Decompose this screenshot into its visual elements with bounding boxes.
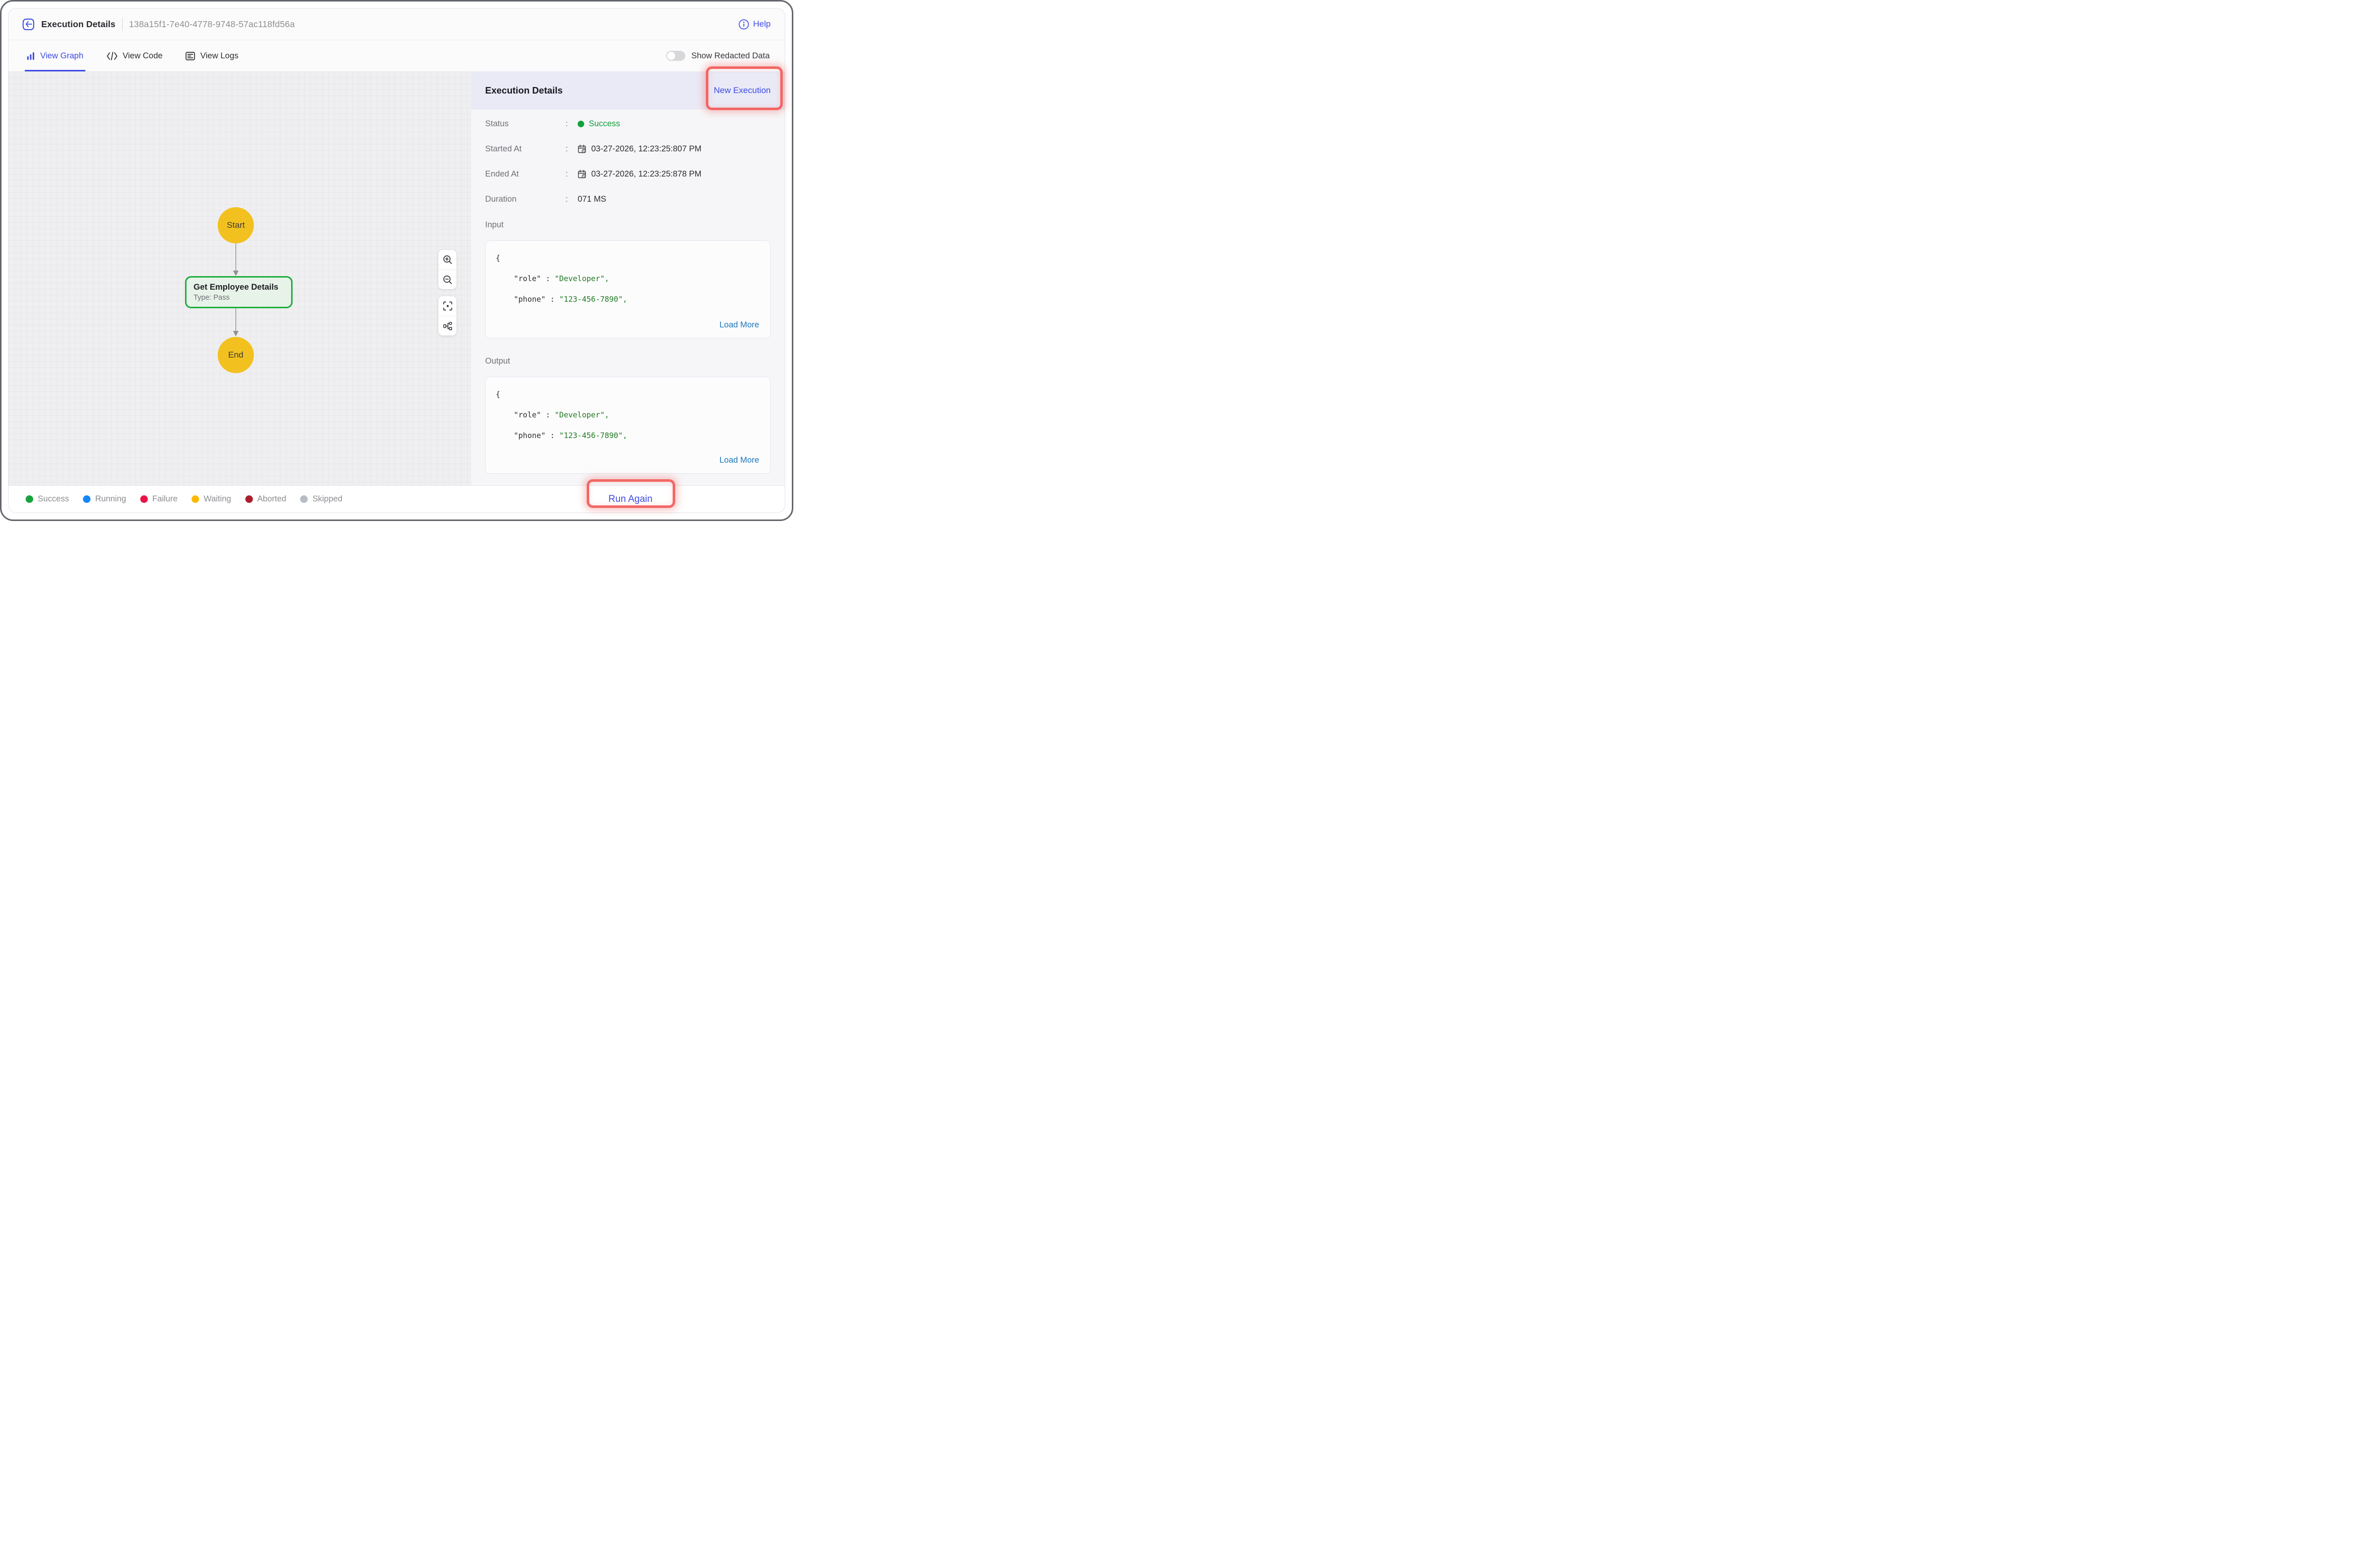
code-line: { xyxy=(496,390,501,399)
running-dot xyxy=(83,495,91,503)
ended-at-label: Ended At xyxy=(485,169,519,179)
colon: : xyxy=(566,144,568,153)
status-dot xyxy=(578,120,584,127)
arrow-left-icon xyxy=(25,21,32,27)
toggle-knob xyxy=(667,52,676,60)
new-execution-button[interactable]: New Execution xyxy=(713,85,771,95)
fit-view-button[interactable] xyxy=(438,296,456,316)
calendar-clock-icon xyxy=(578,144,587,154)
node-start[interactable]: Start xyxy=(218,207,254,243)
bottom-bar: Success Running Failure Waiting Aborted … xyxy=(9,485,785,512)
page-title: Execution Details xyxy=(41,19,116,29)
run-again-button[interactable]: Run Again xyxy=(587,486,674,512)
help-label: Help xyxy=(753,19,771,29)
aborted-dot xyxy=(245,495,253,503)
failure-dot xyxy=(140,495,148,503)
panel-title: Execution Details xyxy=(485,85,563,96)
zoom-control-group xyxy=(438,250,456,289)
tab-label: View Logs xyxy=(200,51,239,60)
colon: : xyxy=(566,194,568,204)
status-value: Success xyxy=(589,119,620,128)
code-line: "role" : "Developer", xyxy=(514,274,609,283)
back-button[interactable] xyxy=(23,18,34,30)
started-at-label: Started At xyxy=(485,144,522,153)
status-label: Status xyxy=(485,119,509,128)
panel-body: Status : Success Started At : xyxy=(471,110,785,485)
content-area: Start Get Employee Details Type: Pass En… xyxy=(9,71,785,485)
legend-item-failure: Failure xyxy=(140,494,177,504)
duration-row: Duration : 071 MS xyxy=(485,192,771,207)
node-subtitle: Type: Pass xyxy=(194,294,230,302)
input-label: Input xyxy=(485,220,504,229)
zoom-in-button[interactable] xyxy=(438,250,456,270)
output-code-box: { "role" : "Developer", "phone" : "123-4… xyxy=(485,377,771,474)
code-line: "phone" : "123-456-7890", xyxy=(514,431,627,440)
node-end-label: End xyxy=(228,350,244,360)
show-redacted-toggle[interactable] xyxy=(666,51,686,61)
zoom-out-button[interactable] xyxy=(438,270,456,289)
tab-label: View Graph xyxy=(40,51,83,60)
tabs-bar: View Graph View Code View Logs Show Reda… xyxy=(9,40,785,71)
node-start-label: Start xyxy=(227,220,245,230)
duration-value: 071 MS xyxy=(578,194,606,204)
skipped-dot xyxy=(300,495,308,503)
code-line: "phone" : "123-456-7890", xyxy=(514,295,627,304)
output-label: Output xyxy=(485,356,510,366)
colon: : xyxy=(566,169,568,179)
success-dot xyxy=(26,495,33,503)
legend-item-success: Success xyxy=(26,494,69,504)
output-load-more-link[interactable]: Load More xyxy=(719,456,759,465)
started-at-row: Started At : 03-27-2026, 12:23:25:807 PM xyxy=(485,141,771,156)
redacted-toggle-wrap: Show Redacted Data xyxy=(666,51,770,61)
code-icon xyxy=(107,51,118,60)
graph-canvas[interactable]: Start Get Employee Details Type: Pass En… xyxy=(9,71,471,485)
ended-at-value: 03-27-2026, 12:23:25:878 PM xyxy=(591,169,702,179)
execution-id: 138a15f1-7e40-4778-9748-57ac118fd56a xyxy=(129,19,295,29)
node-end[interactable]: End xyxy=(218,337,254,373)
main-card: Execution Details 138a15f1-7e40-4778-974… xyxy=(8,8,785,513)
input-load-more-link[interactable]: Load More xyxy=(719,320,759,329)
legend-item-running: Running xyxy=(83,494,126,504)
zoom-out-icon xyxy=(443,275,452,284)
view-control-group xyxy=(438,296,456,335)
legend-item-skipped: Skipped xyxy=(300,494,342,504)
input-code-box: { "role" : "Developer", "phone" : "123-4… xyxy=(485,240,771,338)
started-at-value: 03-27-2026, 12:23:25:807 PM xyxy=(591,144,702,153)
info-icon xyxy=(739,19,749,30)
code-line: { xyxy=(496,253,501,263)
colon: : xyxy=(566,119,568,128)
app-window: Execution Details 138a15f1-7e40-4778-974… xyxy=(0,0,793,521)
status-row: Status : Success xyxy=(485,116,771,131)
calendar-clock-icon xyxy=(578,169,587,179)
tab-view-code[interactable]: View Code xyxy=(107,40,163,71)
panel-header: Execution Details New Execution xyxy=(471,71,785,110)
title-divider xyxy=(122,18,123,31)
duration-label: Duration xyxy=(485,194,517,204)
bar-chart-icon xyxy=(27,52,35,60)
waiting-dot xyxy=(192,495,200,503)
auto-layout-icon xyxy=(443,321,452,330)
show-redacted-label: Show Redacted Data xyxy=(691,51,770,60)
logs-icon xyxy=(186,51,196,60)
legend-item-aborted: Aborted xyxy=(245,494,286,504)
auto-layout-button[interactable] xyxy=(438,316,456,335)
fit-view-icon xyxy=(443,301,452,311)
zoom-in-icon xyxy=(443,255,452,264)
ended-at-row: Ended At : 03-27-2026, 12:23:25:878 PM xyxy=(485,166,771,182)
tab-label: View Code xyxy=(122,51,163,60)
status-legend: Success Running Failure Waiting Aborted … xyxy=(9,494,342,504)
execution-details-panel: Execution Details New Execution Status :… xyxy=(471,71,785,485)
node-get-employee-details[interactable]: Get Employee Details Type: Pass xyxy=(185,276,293,308)
help-link[interactable]: Help xyxy=(739,19,771,30)
code-line: "role" : "Developer", xyxy=(514,410,609,419)
tab-view-graph[interactable]: View Graph xyxy=(25,40,85,71)
tab-view-logs[interactable]: View Logs xyxy=(186,40,238,71)
legend-item-waiting: Waiting xyxy=(192,494,231,504)
top-bar: Execution Details 138a15f1-7e40-4778-974… xyxy=(9,9,785,40)
node-title: Get Employee Details xyxy=(194,283,279,292)
